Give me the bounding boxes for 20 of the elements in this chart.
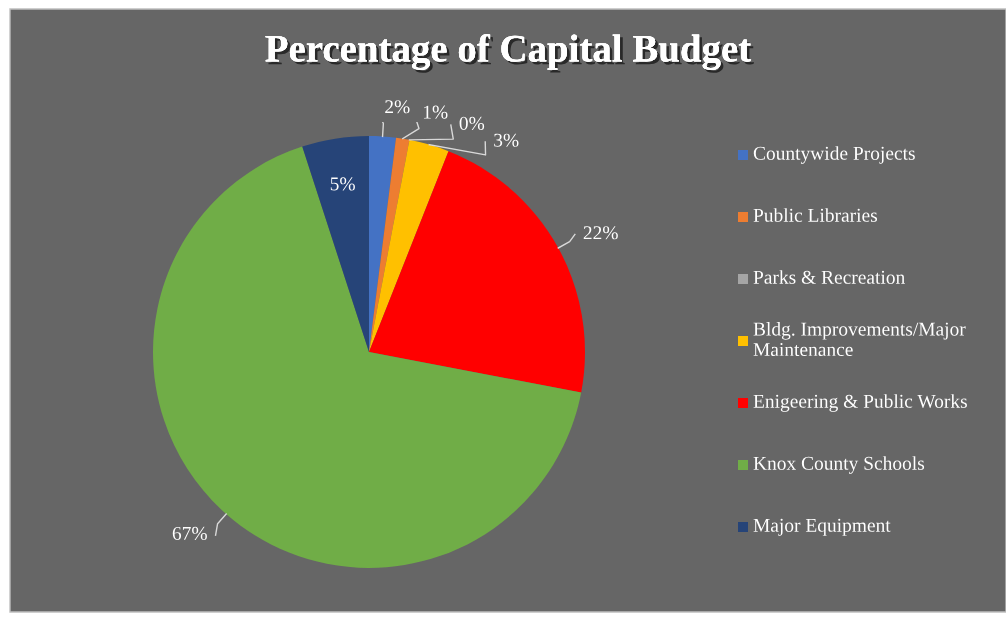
pie-slice [369, 137, 410, 352]
data-label: 67% [172, 526, 207, 541]
pie-slice [153, 146, 582, 568]
legend-label: Major Equipment [753, 518, 891, 536]
legend-label: Parks & Recreation [753, 270, 905, 284]
data-label: 2% [385, 100, 410, 114]
legend-label: Enigeering & Public Works [753, 394, 967, 412]
pie-slice [369, 151, 585, 393]
text: 0% [459, 116, 485, 130]
chart-title: Percentage of Capital Budget [265, 34, 754, 73]
legend-label: Bldg. Improvements/Major Maintenance [753, 321, 966, 357]
legend-label: Public Libraries [753, 208, 878, 222]
data-label: 1% [423, 105, 448, 119]
legend-label: Countywide Projects [753, 146, 915, 164]
data-label: 3% [494, 133, 519, 147]
pie-slice [369, 139, 449, 352]
legend-label: Knox County Schools [753, 456, 925, 474]
data-label: 22% [583, 226, 618, 240]
data-label: 5% [330, 177, 355, 191]
pie-slice [302, 136, 369, 352]
